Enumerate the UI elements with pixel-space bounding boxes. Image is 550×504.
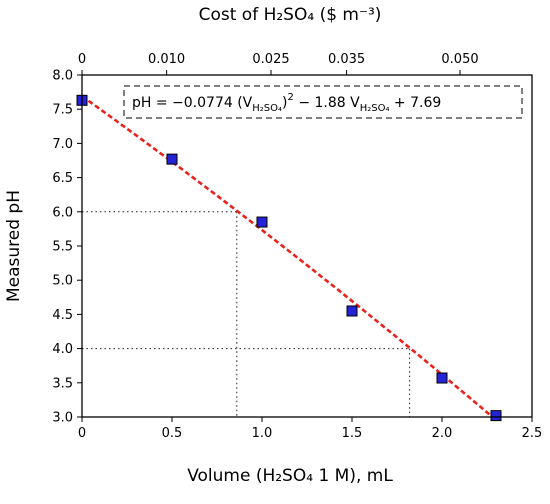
plot-frame [81,74,533,418]
y-tick-label: 3.0 [52,411,73,426]
fit-curve-group [81,95,497,421]
top-axis-title: Cost of H₂SO₄ ($ m⁻³) [199,5,382,25]
top-tick-label: 0.025 [252,52,289,67]
y-tick-label: 8.0 [52,69,73,84]
equation-box: pH = −0.0774 (VH₂SO₄)2 − 1.88 VH₂SO₄ + 7… [123,85,523,119]
y-tick-label: 4.5 [52,308,73,323]
x-tick-label: 1.0 [252,426,273,441]
data-point [436,372,448,384]
fit-curve [81,95,497,421]
data-point [256,216,268,228]
y-tick-label: 6.5 [52,171,73,186]
y-tick-label: 5.0 [52,274,73,289]
equation-label: pH = −0.0774 (VH₂SO₄)2 − 1.88 VH₂SO₄ + 7… [132,92,441,114]
x-tick-label: 1.5 [342,426,363,441]
top-tick-label: 0 [78,52,86,67]
data-point [490,410,502,422]
x-axis-title: Volume (H₂SO₄ 1 M), mL [187,466,393,486]
top-tick-label: 0.050 [441,52,478,67]
guide-lines [82,211,411,417]
y-tick-label: 6.0 [52,205,73,220]
x-tick-label: 0.5 [162,426,183,441]
top-tick-label: 0.010 [148,52,185,67]
equation-frame [123,85,523,119]
y-tick-label: 3.5 [52,376,73,391]
x-tick-label: 0 [78,426,86,441]
y-axis-title: Measured pH [4,190,24,302]
data-point [166,153,178,165]
y-tick-label: 7.5 [52,103,73,118]
axis-ticks: 0 0.5 1.0 1.5 2.0 2.5 3.0 3.5 4.0 4.5 5.0 5.5 6.0 6.5… [52,52,542,441]
y-tick-label: 5.5 [52,240,73,255]
data-point [346,305,358,317]
x-tick-label: 2.5 [522,426,543,441]
y-tick-label: 7.0 [52,137,73,152]
y-tick-label: 4.0 [52,342,73,357]
x-tick-label: 2.0 [432,426,453,441]
top-tick-label: 0.035 [328,52,365,67]
